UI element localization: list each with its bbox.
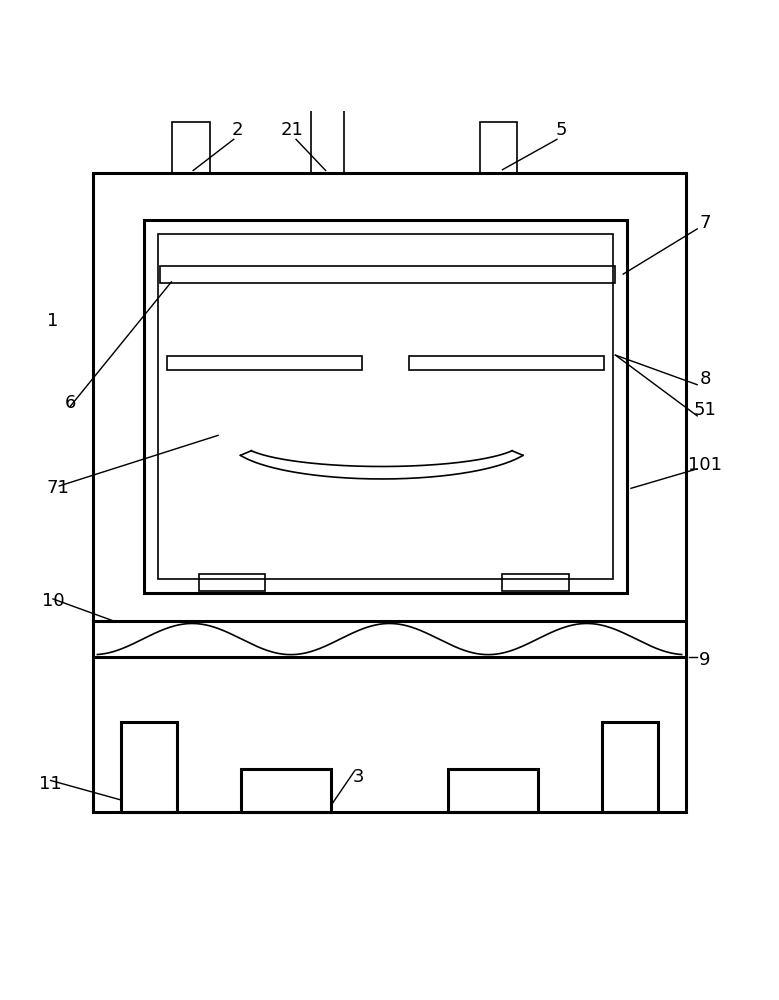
Bar xyxy=(199,574,265,591)
Text: 71: 71 xyxy=(47,479,70,497)
Bar xyxy=(158,234,613,579)
Bar xyxy=(409,356,604,370)
Text: 11: 11 xyxy=(39,775,62,793)
Bar xyxy=(121,722,177,812)
Text: 1: 1 xyxy=(48,312,58,330)
Bar xyxy=(93,173,686,812)
Bar xyxy=(311,99,344,173)
Bar xyxy=(167,356,362,370)
Text: 21: 21 xyxy=(280,121,304,139)
Text: 7: 7 xyxy=(700,214,710,232)
Text: 8: 8 xyxy=(700,370,710,388)
Text: 101: 101 xyxy=(688,456,722,474)
Text: 2: 2 xyxy=(232,121,243,139)
Bar xyxy=(502,574,569,591)
Bar xyxy=(160,266,615,283)
Bar xyxy=(602,722,658,812)
Text: 10: 10 xyxy=(41,592,65,610)
Bar xyxy=(448,769,538,812)
Text: 5: 5 xyxy=(555,121,566,139)
Text: 3: 3 xyxy=(353,768,364,786)
Bar xyxy=(241,769,331,812)
Text: 9: 9 xyxy=(700,651,710,669)
Text: 6: 6 xyxy=(65,394,76,412)
Bar xyxy=(172,122,210,173)
Bar xyxy=(480,122,517,173)
Bar xyxy=(144,220,627,593)
Text: 51: 51 xyxy=(693,401,717,419)
